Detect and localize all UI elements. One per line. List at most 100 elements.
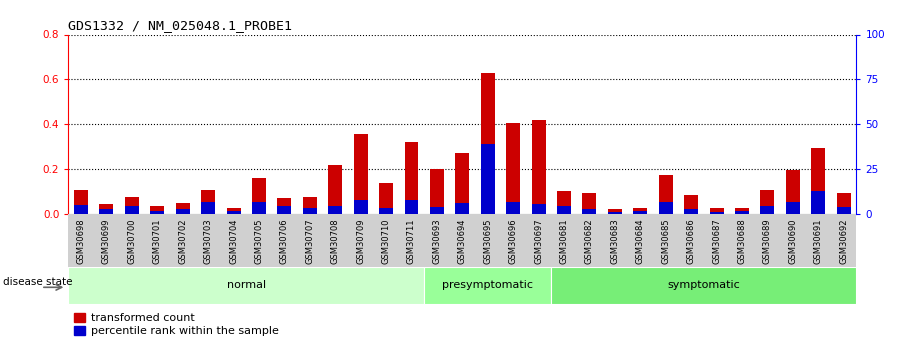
Text: GSM30698: GSM30698 (77, 218, 86, 264)
Text: GSM30683: GSM30683 (610, 218, 619, 264)
Bar (404, 142, 418, 214)
Bar (68, 267, 425, 304)
Bar (557, 191, 571, 214)
Bar (302, 197, 317, 214)
Bar (507, 201, 520, 214)
Bar (456, 203, 469, 214)
Text: GSM30691: GSM30691 (814, 218, 823, 264)
Bar (684, 209, 698, 214)
Bar (481, 144, 495, 214)
Bar (353, 134, 368, 214)
Bar (150, 206, 164, 214)
Bar (659, 175, 672, 214)
Legend: transformed count, percentile rank within the sample: transformed count, percentile rank withi… (74, 313, 279, 336)
Text: GSM30688: GSM30688 (737, 218, 746, 264)
Bar (425, 267, 551, 304)
Text: symptomatic: symptomatic (668, 280, 741, 290)
Bar (608, 209, 622, 214)
Bar (99, 204, 114, 214)
Bar (532, 204, 546, 214)
Bar (633, 208, 647, 214)
Text: GSM30693: GSM30693 (433, 218, 442, 264)
Bar (227, 208, 241, 214)
Bar (252, 178, 266, 214)
Text: GSM30686: GSM30686 (687, 218, 696, 264)
Text: GSM30695: GSM30695 (483, 218, 492, 264)
Bar (684, 195, 698, 214)
Bar (582, 209, 597, 214)
Bar (659, 201, 672, 214)
Text: GSM30706: GSM30706 (280, 218, 289, 264)
Bar (201, 190, 215, 214)
Bar (761, 190, 774, 214)
Bar (456, 153, 469, 214)
Text: GSM30687: GSM30687 (712, 218, 721, 264)
Text: GSM30703: GSM30703 (204, 218, 212, 264)
Text: disease state: disease state (4, 277, 73, 287)
Text: GSM30685: GSM30685 (661, 218, 670, 264)
Bar (99, 209, 114, 214)
Bar (227, 210, 241, 214)
Bar (125, 206, 138, 214)
Text: GSM30697: GSM30697 (534, 218, 543, 264)
Bar (150, 210, 164, 214)
Bar (786, 201, 800, 214)
Text: GSM30708: GSM30708 (331, 218, 340, 264)
Bar (786, 170, 800, 214)
Bar (328, 206, 343, 214)
Text: GSM30711: GSM30711 (407, 218, 416, 264)
Text: GSM30700: GSM30700 (128, 218, 137, 264)
Text: GSM30689: GSM30689 (763, 218, 772, 264)
Bar (201, 201, 215, 214)
Bar (811, 191, 825, 214)
Text: GSM30696: GSM30696 (508, 218, 517, 264)
Bar (278, 206, 292, 214)
Bar (551, 267, 856, 304)
Bar (836, 207, 851, 214)
Bar (557, 206, 571, 214)
Bar (761, 206, 774, 214)
Text: GSM30702: GSM30702 (179, 218, 188, 264)
Bar (582, 193, 597, 214)
Bar (74, 205, 88, 214)
Text: GDS1332 / NM_025048.1_PROBE1: GDS1332 / NM_025048.1_PROBE1 (68, 19, 292, 32)
Bar (176, 203, 189, 214)
Bar (74, 190, 88, 214)
Bar (735, 210, 749, 214)
Bar (481, 73, 495, 214)
Text: GSM30690: GSM30690 (788, 218, 797, 264)
Bar (379, 183, 393, 214)
Bar (379, 208, 393, 214)
Bar (404, 200, 418, 214)
Bar (328, 165, 343, 214)
Bar (302, 208, 317, 214)
Text: presymptomatic: presymptomatic (442, 280, 533, 290)
Text: normal: normal (227, 280, 266, 290)
Text: GSM30694: GSM30694 (458, 218, 466, 264)
Text: GSM30699: GSM30699 (102, 218, 111, 264)
Bar (430, 207, 444, 214)
Bar (608, 211, 622, 214)
Bar (633, 210, 647, 214)
Bar (176, 209, 189, 214)
Text: GSM30681: GSM30681 (559, 218, 568, 264)
Bar (710, 208, 723, 214)
Bar (811, 148, 825, 214)
Bar (430, 169, 444, 214)
Bar (735, 208, 749, 214)
Bar (252, 201, 266, 214)
Bar (532, 120, 546, 214)
Text: GSM30701: GSM30701 (153, 218, 162, 264)
Text: GSM30705: GSM30705 (254, 218, 263, 264)
Bar (125, 197, 138, 214)
Bar (353, 200, 368, 214)
Text: GSM30692: GSM30692 (839, 218, 848, 264)
Text: GSM30707: GSM30707 (305, 218, 314, 264)
Bar (278, 198, 292, 214)
Text: GSM30710: GSM30710 (382, 218, 391, 264)
Text: GSM30684: GSM30684 (636, 218, 645, 264)
Bar (507, 123, 520, 214)
Bar (710, 211, 723, 214)
Bar (836, 193, 851, 214)
Text: GSM30704: GSM30704 (229, 218, 238, 264)
